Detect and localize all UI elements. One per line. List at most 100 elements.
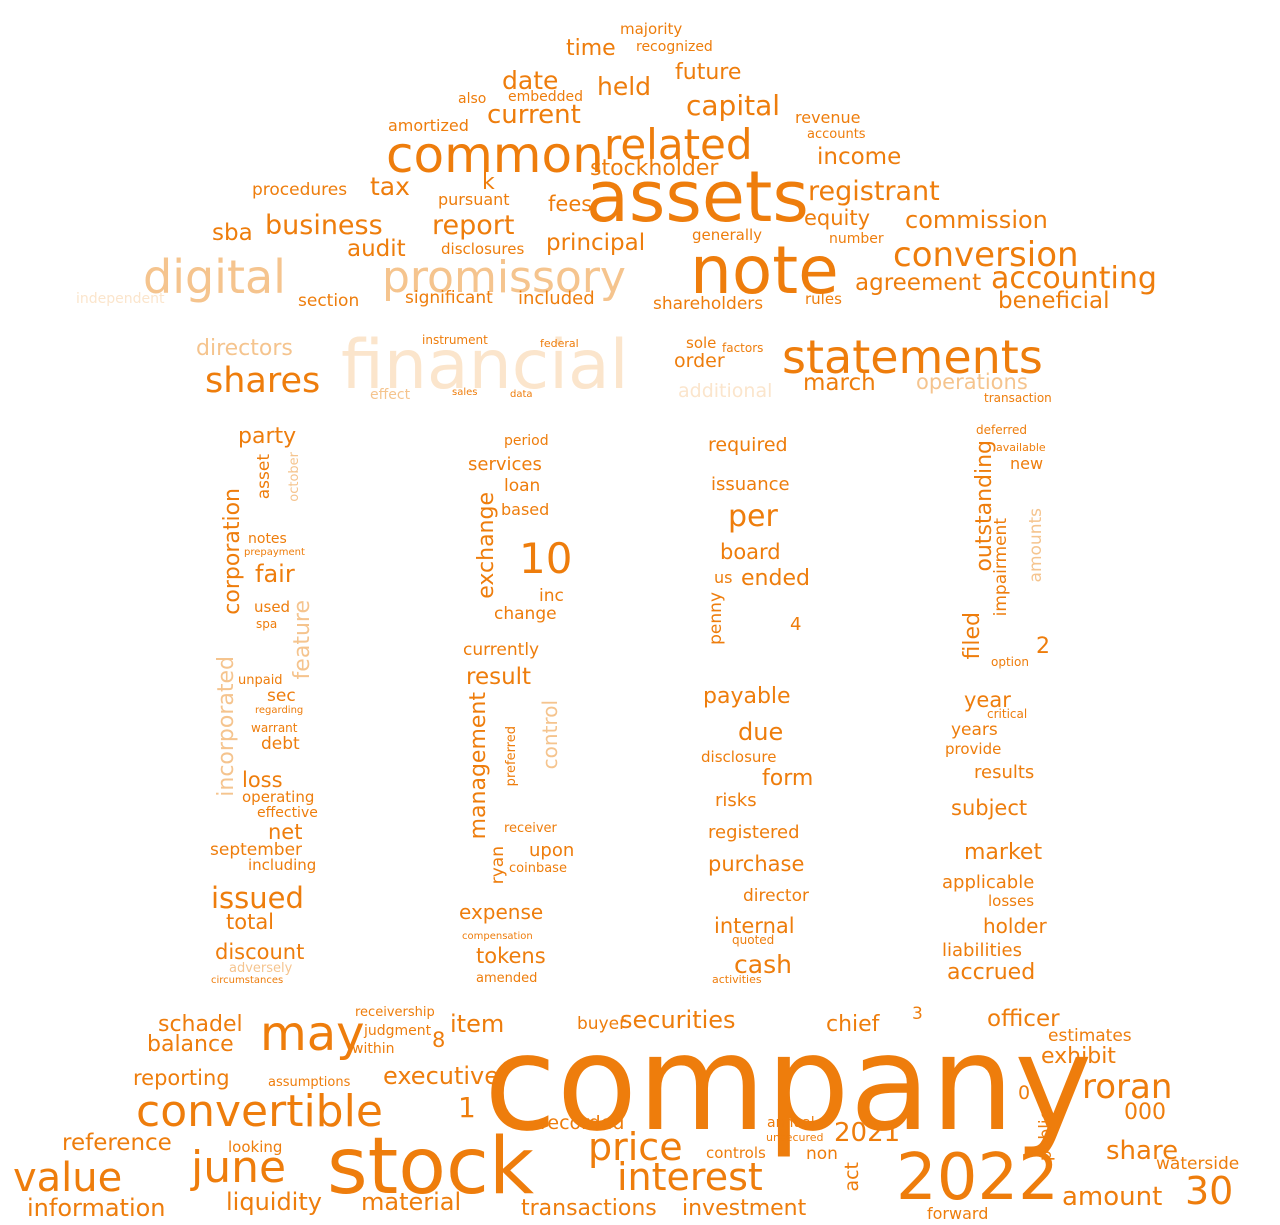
word-unsecured: unsecured bbox=[766, 1131, 824, 1144]
word-ended: ended bbox=[741, 566, 810, 591]
word-material: material bbox=[361, 1188, 462, 1216]
word-accrued: accrued bbox=[947, 960, 1036, 985]
word-commission: commission bbox=[905, 206, 1048, 234]
word-num-0: 0 bbox=[1018, 1082, 1031, 1104]
word-critical: critical bbox=[987, 707, 1028, 721]
word-transaction: transaction bbox=[984, 391, 1052, 405]
word-quoted: quoted bbox=[732, 933, 775, 947]
word-financial: financial bbox=[341, 326, 629, 405]
word-reporting: reporting bbox=[133, 1066, 230, 1090]
word-result: result bbox=[466, 664, 532, 690]
word-tokens: tokens bbox=[476, 944, 546, 968]
word-num-10: 10 bbox=[519, 534, 573, 583]
word-num-2: 2 bbox=[1036, 634, 1050, 659]
word-liabilities: liabilities bbox=[942, 940, 1022, 961]
word-period: period bbox=[504, 433, 549, 449]
word-issued: issued bbox=[211, 881, 304, 915]
word-exhibit: exhibit bbox=[1041, 1044, 1116, 1069]
word-change: change bbox=[494, 604, 557, 624]
word-accounts: accounts bbox=[807, 127, 866, 142]
word-share: share bbox=[1106, 1136, 1179, 1166]
word-procedures: procedures bbox=[252, 180, 348, 200]
word-subject: subject bbox=[951, 796, 1028, 820]
word-stockholder: stockholder bbox=[590, 156, 719, 181]
word-balance: balance bbox=[147, 1032, 234, 1057]
word-number: number bbox=[829, 231, 884, 247]
word-services: services bbox=[468, 454, 542, 475]
word-required: required bbox=[708, 434, 788, 456]
word-payable: payable bbox=[703, 684, 791, 709]
word-incorporated: incorporated bbox=[214, 656, 239, 797]
word-income: income bbox=[817, 144, 902, 170]
word-issuance: issuance bbox=[711, 474, 790, 495]
word-operations: operations bbox=[916, 370, 1028, 394]
word-k: k bbox=[482, 170, 495, 195]
word-company: company bbox=[484, 1007, 1093, 1161]
word-interest: interest bbox=[617, 1155, 763, 1199]
word-registered: registered bbox=[708, 822, 800, 843]
word-holder: holder bbox=[983, 914, 1047, 938]
word-non: non bbox=[806, 1144, 838, 1164]
word-per: per bbox=[728, 499, 778, 534]
word-current: current bbox=[487, 100, 581, 130]
word-purchase: purchase bbox=[708, 852, 805, 876]
word-accounting: accounting bbox=[991, 261, 1157, 296]
word-discount: discount bbox=[215, 940, 305, 964]
word-us: us bbox=[714, 568, 733, 587]
word-year-2022: 2022 bbox=[896, 1141, 1059, 1215]
word-common: common bbox=[386, 126, 604, 184]
word-independent: independent bbox=[76, 291, 165, 307]
word-director: director bbox=[743, 886, 809, 906]
word-shares: shares bbox=[205, 361, 321, 401]
word-board: board bbox=[720, 540, 781, 564]
word-waterside: waterside bbox=[1156, 1154, 1240, 1174]
word-losses: losses bbox=[988, 892, 1035, 910]
word-due: due bbox=[738, 718, 784, 746]
word-deferred: deferred bbox=[976, 423, 1027, 437]
word-convertible: convertible bbox=[136, 1086, 383, 1137]
word-upon: upon bbox=[529, 840, 575, 861]
word-federal: federal bbox=[540, 337, 579, 350]
word-risks: risks bbox=[715, 790, 757, 811]
word-effective: effective bbox=[257, 805, 318, 821]
word-instrument: instrument bbox=[422, 333, 488, 347]
word-chief: chief bbox=[826, 1012, 880, 1037]
word-information: information bbox=[27, 1194, 166, 1222]
word-amounts: amounts bbox=[1026, 508, 1046, 583]
word-included: included bbox=[518, 288, 595, 309]
word-num-8: 8 bbox=[432, 1028, 446, 1052]
word-reference: reference bbox=[62, 1130, 172, 1156]
word-investment: investment bbox=[682, 1196, 807, 1221]
word-note: note bbox=[690, 232, 839, 309]
word-additional: additional bbox=[678, 380, 773, 402]
word-effect: effect bbox=[370, 387, 411, 403]
word-asset: asset bbox=[254, 454, 274, 500]
word-net: net bbox=[268, 820, 303, 844]
word-tax: tax bbox=[370, 172, 410, 201]
word-impairment: impairment bbox=[991, 518, 1011, 617]
word-feature: feature bbox=[290, 600, 315, 680]
word-revenue: revenue bbox=[795, 108, 861, 127]
word-item: item bbox=[450, 1010, 505, 1038]
word-notes: notes bbox=[248, 531, 287, 547]
word-business: business bbox=[265, 210, 383, 241]
word-amended: amended bbox=[476, 971, 538, 986]
word-activities: activities bbox=[712, 973, 762, 986]
word-data: data bbox=[510, 389, 533, 400]
word-debt: debt bbox=[261, 734, 300, 754]
word-year: year bbox=[964, 688, 1011, 712]
word-recorded: recorded bbox=[540, 1112, 625, 1134]
word-schadel: schadel bbox=[158, 1012, 243, 1037]
word-corporation: corporation bbox=[220, 488, 245, 615]
word-related: related bbox=[604, 120, 753, 169]
word-including: including bbox=[248, 856, 317, 874]
word-disclosures: disclosures bbox=[441, 240, 525, 258]
word-party: party bbox=[238, 424, 297, 449]
word-expense: expense bbox=[459, 900, 544, 924]
word-within: within bbox=[352, 1041, 395, 1057]
word-audit: audit bbox=[347, 236, 406, 262]
word-num-1: 1 bbox=[458, 1091, 476, 1124]
word-price: price bbox=[588, 1125, 683, 1169]
word-prepayment: prepayment bbox=[244, 547, 305, 558]
word-loan: loan bbox=[504, 476, 541, 496]
